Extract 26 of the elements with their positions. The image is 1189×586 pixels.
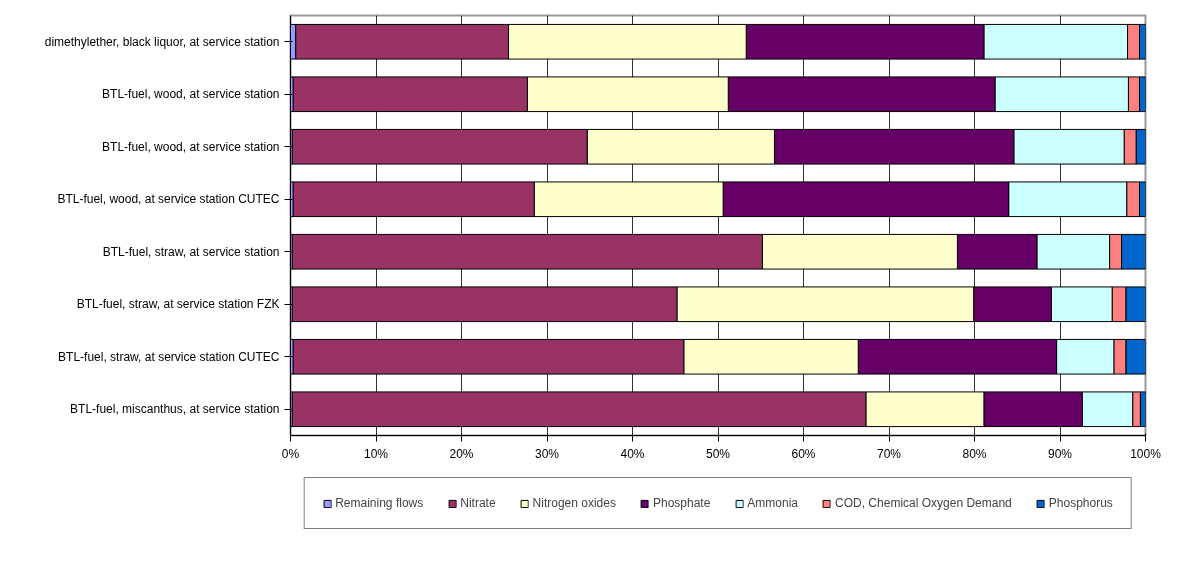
y-tick-label: BTL-fuel, wood, at service station [102,87,280,102]
y-tick-label: BTL-fuel, straw, at service station CUTEC [58,349,280,364]
y-tick-label: BTL-fuel, miscanthus, at service station [70,402,280,417]
legend-label: Ammonia [747,496,799,510]
y-tick-label: BTL-fuel, wood, at service station [102,139,280,154]
y-tick-label: BTL-fuel, straw, at service station FZK [76,297,280,312]
legend-label: COD, Chemical Oxygen Demand [835,496,1012,510]
x-tick-label: 0% [281,446,300,461]
x-tick-label: 90% [1047,446,1073,461]
legend-label: Phosphate [652,496,711,510]
legend-label: Remaining flows [335,496,424,510]
x-tick-label: 30% [534,446,560,461]
legend-label: Nitrate [460,496,496,510]
x-tick-label: 100% [1130,446,1162,461]
legend-label: Nitrogen oxides [532,496,616,510]
x-tick-label: 10% [363,446,389,461]
x-tick-label: 80% [962,446,987,461]
x-tick-label: 70% [876,446,902,461]
y-tick-label: dimethylether, black liquor, at service station [44,34,280,49]
legend-label: Phosphorus [1048,496,1113,510]
x-tick-label: 50% [705,446,731,461]
y-tick-label: BTL-fuel, wood, at service station CUTEC [57,192,280,207]
x-tick-label: 20% [449,446,474,461]
y-tick-label: BTL-fuel, straw, at service station [102,244,280,259]
x-tick-label: 40% [620,446,645,461]
x-tick-label: 60% [791,446,816,461]
